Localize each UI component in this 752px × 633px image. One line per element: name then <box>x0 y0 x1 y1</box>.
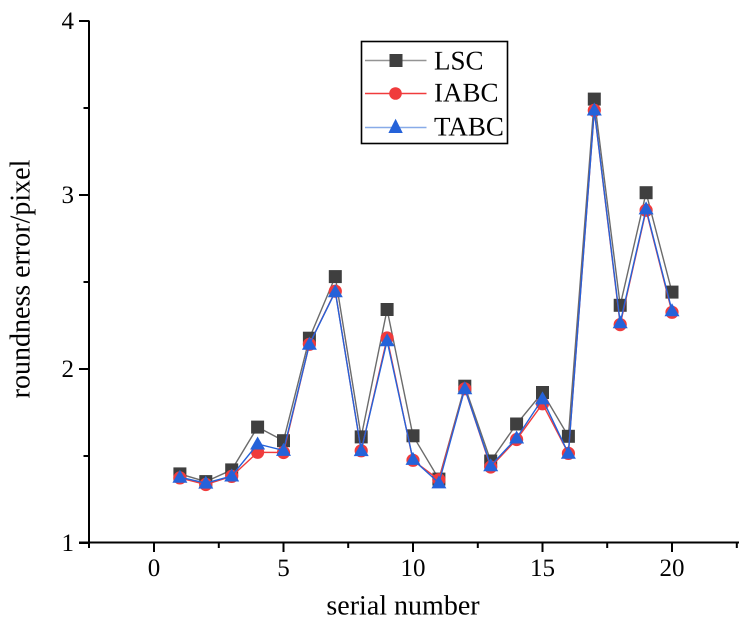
svg-text:serial number: serial number <box>326 590 480 621</box>
svg-text:5: 5 <box>277 555 290 582</box>
svg-text:20: 20 <box>659 555 684 582</box>
svg-text:15: 15 <box>530 555 555 582</box>
svg-text:3: 3 <box>61 182 74 209</box>
svg-text:2: 2 <box>61 356 74 383</box>
svg-text:IABC: IABC <box>434 78 499 108</box>
svg-text:10: 10 <box>400 555 425 582</box>
svg-text:0: 0 <box>148 555 161 582</box>
svg-text:roundness error/pixel: roundness error/pixel <box>6 159 37 398</box>
svg-text:4: 4 <box>61 8 74 35</box>
svg-text:LSC: LSC <box>434 46 484 76</box>
svg-text:1: 1 <box>61 530 74 557</box>
svg-text:TABC: TABC <box>434 112 504 142</box>
